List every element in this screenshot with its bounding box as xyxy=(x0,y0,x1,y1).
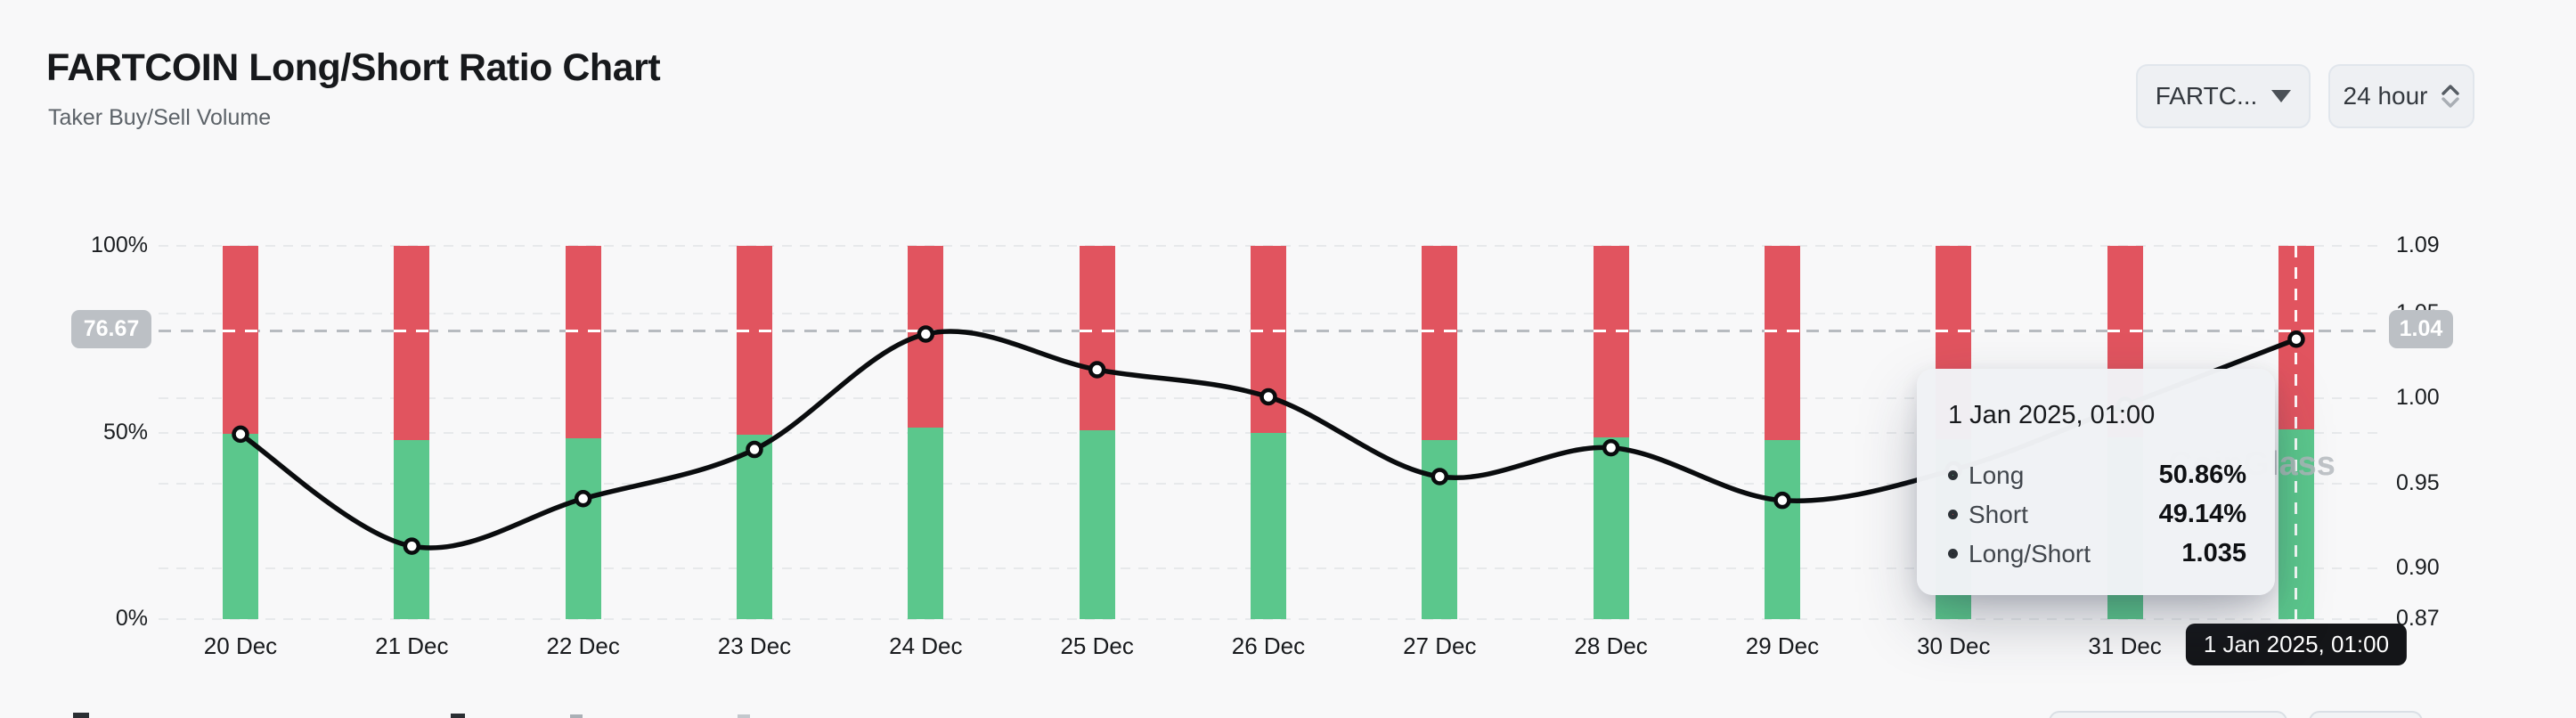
x-axis-tick-label: 22 Dec xyxy=(546,632,620,659)
ratio-point-marker[interactable] xyxy=(574,490,592,508)
caret-down-icon xyxy=(2271,90,2292,102)
right-axis-tick-label: 0.95 xyxy=(2396,469,2440,495)
x-axis-tick-label: 23 Dec xyxy=(717,632,792,659)
gridline xyxy=(159,618,2383,620)
ratio-point-marker[interactable] xyxy=(1259,388,1277,406)
tooltip-value: 1.035 xyxy=(2181,539,2246,567)
symbol-select[interactable]: FARTC... xyxy=(2136,64,2311,128)
ratio-point-marker[interactable] xyxy=(403,537,421,555)
interval-select-value: 24 hour xyxy=(2343,82,2428,110)
tooltip-value: 49.14% xyxy=(2158,500,2246,528)
short-bar-segment[interactable] xyxy=(565,246,601,438)
x-axis-tick-label: 31 Dec xyxy=(2088,632,2162,659)
tooltip-row-ratio: Long/Short 1.035 xyxy=(1948,539,2246,568)
crosshair-horizontal-line xyxy=(2107,330,2143,333)
short-bar-segment[interactable] xyxy=(394,246,430,440)
crosshair-horizontal-line xyxy=(565,330,601,333)
tooltip-label: Short xyxy=(1969,500,2028,528)
crosshair-x-axis-badge: 1 Jan 2025, 01:00 xyxy=(2185,624,2408,665)
long-bar-segment[interactable] xyxy=(736,435,772,619)
ratio-point-marker[interactable] xyxy=(746,440,763,459)
long-bar-segment[interactable] xyxy=(394,439,430,619)
ratio-point-marker[interactable] xyxy=(1602,438,1620,457)
left-axis-tick-label: 0% xyxy=(115,606,148,631)
tooltip-row-short: Short 49.14% xyxy=(1948,500,2246,529)
ratio-point-marker[interactable] xyxy=(1773,491,1791,510)
page-subtitle: Taker Buy/Sell Volume xyxy=(48,105,272,130)
short-bar-segment[interactable] xyxy=(1422,246,1458,440)
long-marker-icon xyxy=(1948,470,1958,480)
short-bar-segment[interactable] xyxy=(1079,246,1115,430)
ratio-point-marker[interactable] xyxy=(1431,468,1449,485)
short-bar-segment[interactable] xyxy=(736,246,772,436)
short-bar-segment[interactable] xyxy=(223,246,258,435)
tooltip-label: Long xyxy=(1969,461,2025,489)
crosshair-right-badge: 1.04 xyxy=(2389,310,2453,349)
long-bar-segment[interactable] xyxy=(223,434,258,619)
tooltip-value: 50.86% xyxy=(2158,461,2246,489)
chart-tooltip: 1 Jan 2025, 01:00 Long 50.86% Short 49.1… xyxy=(1917,369,2275,595)
crosshair-horizontal-line xyxy=(1593,330,1629,333)
crosshair-horizontal-line xyxy=(394,330,430,333)
tooltip-label: Long/Short xyxy=(1969,539,2091,567)
short-bar-segment[interactable] xyxy=(1593,246,1629,437)
ratio-point-marker[interactable] xyxy=(232,425,249,444)
page-title: FARTCOIN Long/Short Ratio Chart xyxy=(46,46,661,89)
crosshair-horizontal-line xyxy=(736,330,772,333)
x-axis-tick-label: 28 Dec xyxy=(1574,632,1648,659)
long-bar-segment[interactable] xyxy=(1764,439,1800,619)
ratio-point-marker[interactable] xyxy=(1088,361,1106,379)
right-axis-tick-label: 1.09 xyxy=(2396,233,2440,257)
x-axis-tick-label: 26 Dec xyxy=(1231,632,1306,659)
next-section-text-partial xyxy=(451,714,465,718)
x-axis-tick-label: 27 Dec xyxy=(1403,632,1477,659)
interval-select[interactable]: 24 hour xyxy=(2328,64,2474,128)
x-axis-tick-label: 20 Dec xyxy=(203,632,278,659)
ratio-marker-icon xyxy=(1948,549,1958,559)
tooltip-row-long: Long 50.86% xyxy=(1948,461,2246,490)
crosshair-vertical-line xyxy=(2295,246,2298,619)
tooltip-title: 1 Jan 2025, 01:00 xyxy=(1948,401,2156,429)
long-bar-segment[interactable] xyxy=(1250,432,1286,619)
next-section-text-partial xyxy=(738,714,750,718)
right-axis-tick-label: 0.90 xyxy=(2396,554,2440,580)
crosshair-horizontal-line xyxy=(1422,330,1458,333)
long-bar-segment[interactable] xyxy=(1079,429,1115,619)
x-axis-tick-label: 21 Dec xyxy=(375,632,449,659)
short-bar-segment[interactable] xyxy=(1764,246,1800,440)
crosshair-horizontal-line xyxy=(1936,330,1972,333)
crosshair-left-badge: 76.67 xyxy=(71,310,151,349)
short-marker-icon xyxy=(1948,510,1958,519)
crosshair-horizontal-line xyxy=(1764,330,1800,333)
ratio-point-marker[interactable] xyxy=(2287,330,2305,348)
left-axis-tick-label: 50% xyxy=(102,419,148,445)
left-axis-tick-label: 100% xyxy=(91,233,148,257)
crosshair-horizontal-line xyxy=(1079,330,1115,333)
right-axis-tick-label: 1.00 xyxy=(2396,385,2440,411)
long-bar-segment[interactable] xyxy=(565,437,601,619)
next-section-text-partial xyxy=(570,714,583,718)
crosshair-horizontal-line xyxy=(223,330,258,333)
x-axis-tick-label: 24 Dec xyxy=(889,632,963,659)
updown-chevrons-icon xyxy=(2441,85,2460,108)
long-bar-segment[interactable] xyxy=(1593,437,1629,619)
symbol-select-value: FARTC... xyxy=(2155,82,2258,110)
next-section-text-partial xyxy=(73,713,89,718)
ratio-point-marker[interactable] xyxy=(917,325,935,343)
x-axis-tick-label: 25 Dec xyxy=(1060,632,1134,659)
x-axis-tick-label: 29 Dec xyxy=(1745,632,1820,659)
x-axis-tick-label: 30 Dec xyxy=(1917,632,1991,659)
crosshair-horizontal-line xyxy=(1250,330,1286,333)
long-bar-segment[interactable] xyxy=(908,428,944,619)
